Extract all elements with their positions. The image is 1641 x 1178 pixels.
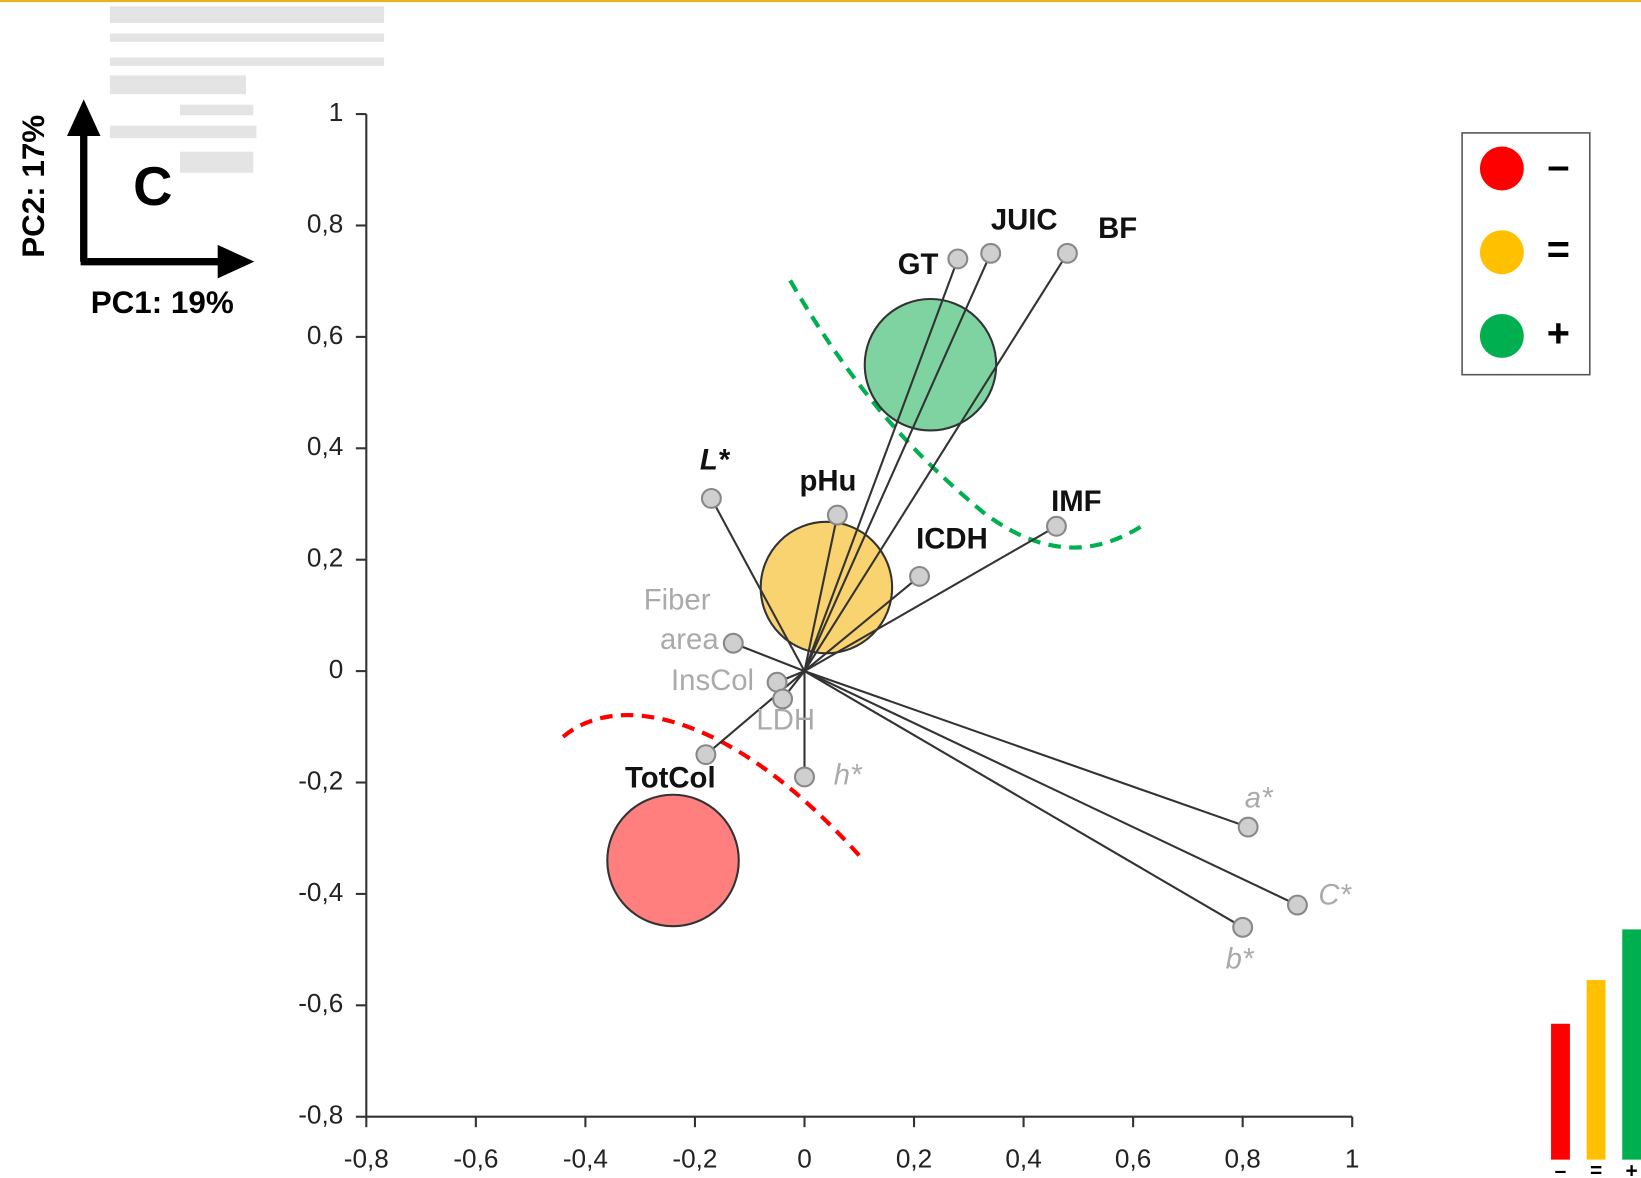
x-tick-label: 1 <box>1345 1144 1360 1174</box>
legend-label: – <box>1547 144 1569 188</box>
legend-swatch <box>1480 230 1524 274</box>
variable-label: Fiber area <box>644 583 720 656</box>
y-tick-label: 0 <box>329 654 344 684</box>
loading-point <box>702 489 721 508</box>
y-tick-label: 0,4 <box>307 431 343 461</box>
variable-label: ICDH <box>916 523 988 556</box>
variable-label: InsCol <box>671 664 754 697</box>
x-tick-label: 0,4 <box>1005 1144 1041 1174</box>
x-tick-label: -0,4 <box>563 1144 608 1174</box>
arrow-head <box>218 245 255 278</box>
bar <box>1622 929 1641 1159</box>
variable-label: TotCol <box>625 762 716 795</box>
x-tick-label: 0 <box>797 1144 812 1174</box>
loading-point <box>910 567 929 586</box>
loading-point <box>1233 918 1252 937</box>
y-tick-label: 1 <box>329 97 344 127</box>
y-tick-label: 0,2 <box>307 543 343 573</box>
loading-point <box>948 249 967 268</box>
loading-point <box>1058 244 1077 263</box>
loading-point <box>724 634 743 653</box>
legend-swatch <box>1480 147 1524 191</box>
y-tick-label: -0,2 <box>298 765 343 795</box>
y-tick-label: -0,8 <box>298 1100 343 1130</box>
x-tick-label: 0,2 <box>896 1144 932 1174</box>
bar-label: – <box>1555 1160 1567 1178</box>
bar <box>1587 980 1606 1160</box>
x-tick-label: 0,6 <box>1115 1144 1151 1174</box>
x-tick-label: -0,2 <box>672 1144 717 1174</box>
variable-label: GT <box>898 248 939 281</box>
y-tick-label: 0,8 <box>307 208 343 238</box>
x-tick-label: -0,6 <box>453 1144 498 1174</box>
variable-label: IMF <box>1051 485 1101 518</box>
bar-label: + <box>1626 1160 1638 1178</box>
y-tick-label: 0,6 <box>307 320 343 350</box>
loading-point <box>981 244 1000 263</box>
variable-label: h* <box>834 759 863 792</box>
chart: C PC1: 19% PC2: 17% -0,8 -0,6 -0,4 -0,2 0 0,2… <box>0 0 1641 1178</box>
y-tick-label: -0,4 <box>298 877 343 907</box>
loading-vector <box>804 671 1248 827</box>
panel-label: C <box>133 156 172 217</box>
variable-label: pHu <box>799 464 856 497</box>
variable-label: L* <box>700 444 731 477</box>
faded-strip <box>110 6 384 172</box>
loading-point <box>1239 818 1258 837</box>
chart-body: C PC1: 19% PC2: 17% -0,8 -0,6 -0,4 -0,2 0 0,2… <box>0 1 1641 1178</box>
legend-swatch <box>1480 314 1524 358</box>
arrow-head <box>67 99 100 136</box>
x-tick-label: 0,8 <box>1224 1144 1260 1174</box>
variable-label: JUIC <box>991 204 1058 237</box>
y-axis-label: PC2: 17% <box>16 115 51 258</box>
legend-label: = <box>1547 228 1570 272</box>
variable-label: b* <box>1226 943 1255 976</box>
loading-point <box>1047 517 1066 536</box>
variable-label: LDH <box>756 704 815 737</box>
loading-point <box>828 506 847 525</box>
x-axis-label: PC1: 19% <box>91 285 234 320</box>
legend-label: + <box>1547 311 1570 355</box>
y-tick-label: -0,6 <box>298 988 343 1018</box>
loading-point <box>795 768 814 787</box>
x-tick-label: -0,8 <box>344 1144 389 1174</box>
loading-point <box>1288 896 1307 915</box>
variable-label: BF <box>1098 212 1137 245</box>
group-circle <box>865 299 996 430</box>
group-circle <box>607 795 738 926</box>
variable-label: C* <box>1318 878 1352 911</box>
group-circle <box>761 522 892 653</box>
loading-vector <box>804 671 1297 905</box>
variable-label: a* <box>1245 782 1274 815</box>
bar-label: = <box>1590 1160 1602 1178</box>
loading-vector <box>804 671 1242 927</box>
bar <box>1551 1024 1570 1160</box>
